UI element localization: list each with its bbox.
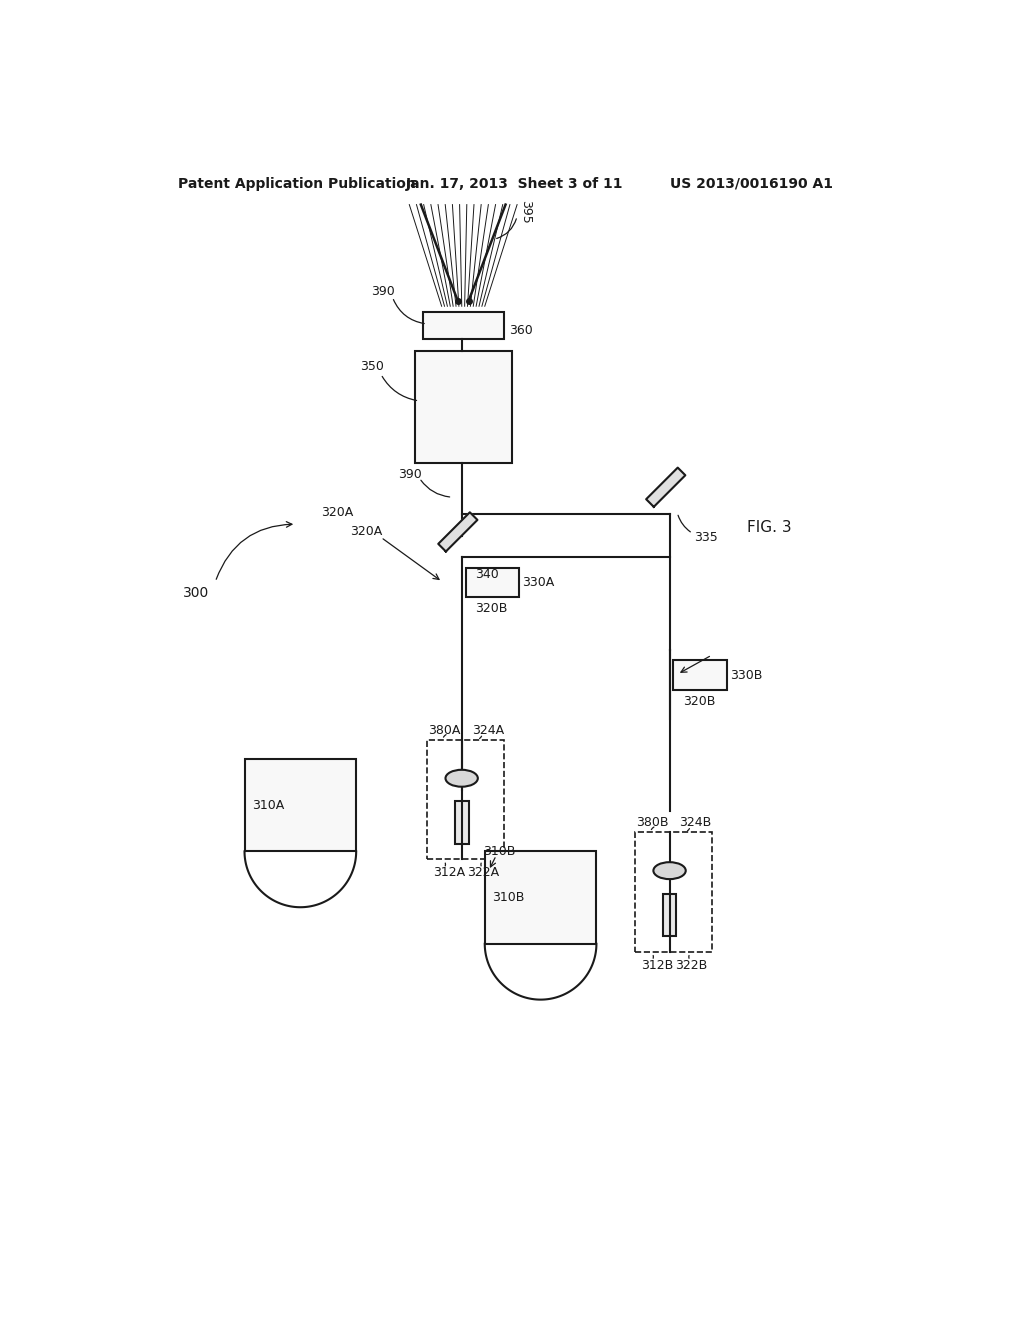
Text: 310B: 310B <box>483 845 516 858</box>
Text: 335: 335 <box>694 531 718 544</box>
Text: 320A: 320A <box>350 525 382 539</box>
Text: 380A: 380A <box>429 723 461 737</box>
Text: 322B: 322B <box>675 958 708 972</box>
Text: 330A: 330A <box>522 576 555 589</box>
Bar <box>635 832 712 952</box>
Text: 300: 300 <box>183 586 209 601</box>
Text: Patent Application Publication: Patent Application Publication <box>178 177 416 191</box>
Text: 310A: 310A <box>252 799 285 812</box>
Bar <box>427 739 504 859</box>
Text: US 2013/0016190 A1: US 2013/0016190 A1 <box>670 177 833 191</box>
Bar <box>663 894 677 936</box>
Text: 330B: 330B <box>730 668 763 681</box>
Text: 312A: 312A <box>433 866 465 879</box>
Text: 322A: 322A <box>467 866 499 879</box>
Text: 320B: 320B <box>475 602 508 615</box>
Text: 312B: 312B <box>641 958 674 972</box>
Text: 395: 395 <box>518 199 531 223</box>
Text: 350: 350 <box>360 360 384 372</box>
Bar <box>245 759 356 851</box>
Text: 324A: 324A <box>472 723 504 737</box>
Bar <box>455 801 469 843</box>
Text: 390: 390 <box>398 467 422 480</box>
Text: Jan. 17, 2013  Sheet 3 of 11: Jan. 17, 2013 Sheet 3 of 11 <box>407 177 624 191</box>
Text: FIG. 3: FIG. 3 <box>746 520 792 536</box>
Text: 360: 360 <box>509 323 532 337</box>
Ellipse shape <box>653 862 686 879</box>
Text: 324B: 324B <box>680 816 712 829</box>
Bar <box>466 568 519 598</box>
Text: 320A: 320A <box>322 506 353 519</box>
Text: 390: 390 <box>371 285 394 298</box>
Text: 380B: 380B <box>637 816 669 829</box>
Bar <box>484 851 596 944</box>
Polygon shape <box>646 467 685 507</box>
Bar <box>416 351 512 462</box>
Ellipse shape <box>445 770 478 787</box>
Polygon shape <box>438 512 477 552</box>
Text: 310B: 310B <box>493 891 525 904</box>
Text: 340: 340 <box>475 568 500 581</box>
Bar <box>674 660 727 689</box>
Bar <box>423 313 504 339</box>
Text: 320B: 320B <box>683 694 716 708</box>
